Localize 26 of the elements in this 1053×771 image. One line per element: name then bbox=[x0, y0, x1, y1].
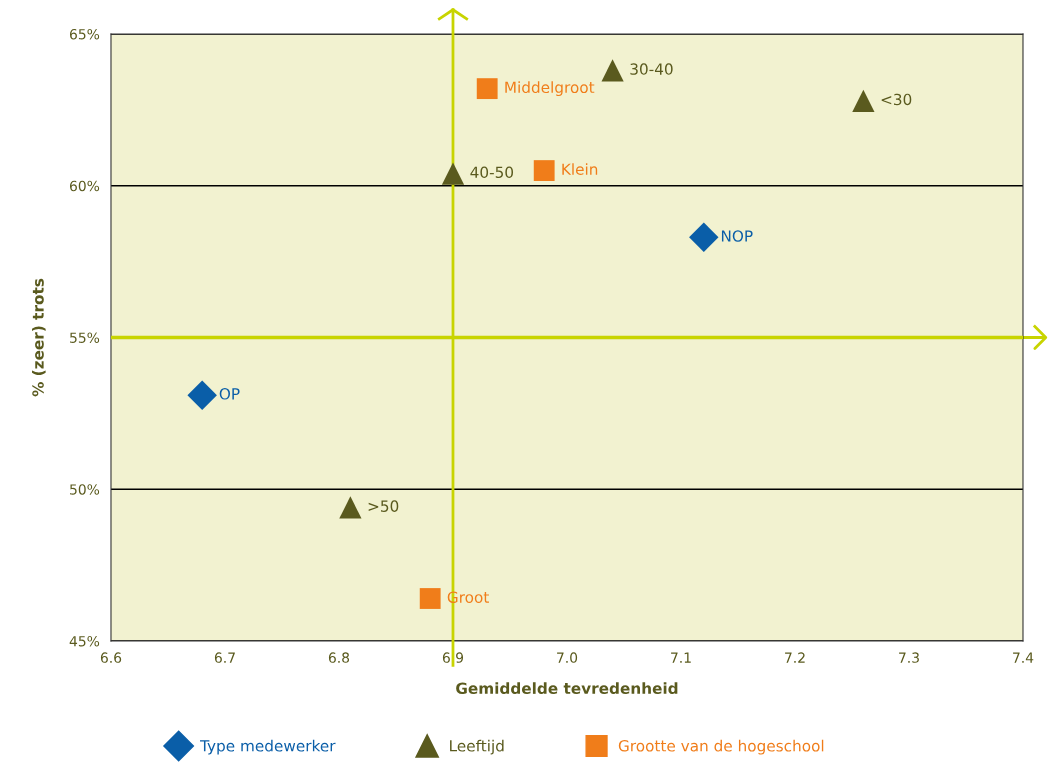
x-tick-label: 6.7 bbox=[214, 652, 235, 663]
data-label: Klein bbox=[562, 163, 598, 176]
legend-label: Leeftijd bbox=[450, 739, 504, 755]
data-label: >50 bbox=[368, 500, 399, 512]
x-tick-label: 7.0 bbox=[557, 652, 578, 663]
x-tick-label: 6.6 bbox=[100, 652, 122, 663]
x-tick-label: 7.4 bbox=[1013, 652, 1034, 663]
y-tick-label: 55% bbox=[70, 332, 100, 343]
data-label: 40-50 bbox=[470, 166, 514, 179]
data-label: NOP bbox=[721, 230, 753, 242]
y-tick-label: 45% bbox=[69, 635, 100, 647]
y-axis-title: % (zeer) trots bbox=[32, 278, 46, 397]
data-label: Middelgroot bbox=[505, 81, 595, 97]
x-tick-label: 6.8 bbox=[328, 652, 350, 663]
x-tick-label: 7.3 bbox=[899, 652, 919, 663]
data-label: <30 bbox=[881, 93, 912, 106]
x-tick-label: 7.2 bbox=[785, 652, 805, 663]
y-tick-label: 60% bbox=[69, 180, 100, 192]
data-label: 30-40 bbox=[630, 63, 673, 75]
legend-label: Type medewerker bbox=[200, 739, 336, 755]
y-tick-label: 65% bbox=[69, 28, 100, 40]
y-tick-label: 50% bbox=[70, 484, 100, 495]
x-axis-title: Gemiddelde tevredenheid bbox=[456, 682, 678, 695]
x-tick-label: 7.1 bbox=[671, 652, 691, 663]
legend-label: Grootte van de hogeschool bbox=[618, 739, 824, 755]
data-label: OP bbox=[219, 388, 240, 400]
